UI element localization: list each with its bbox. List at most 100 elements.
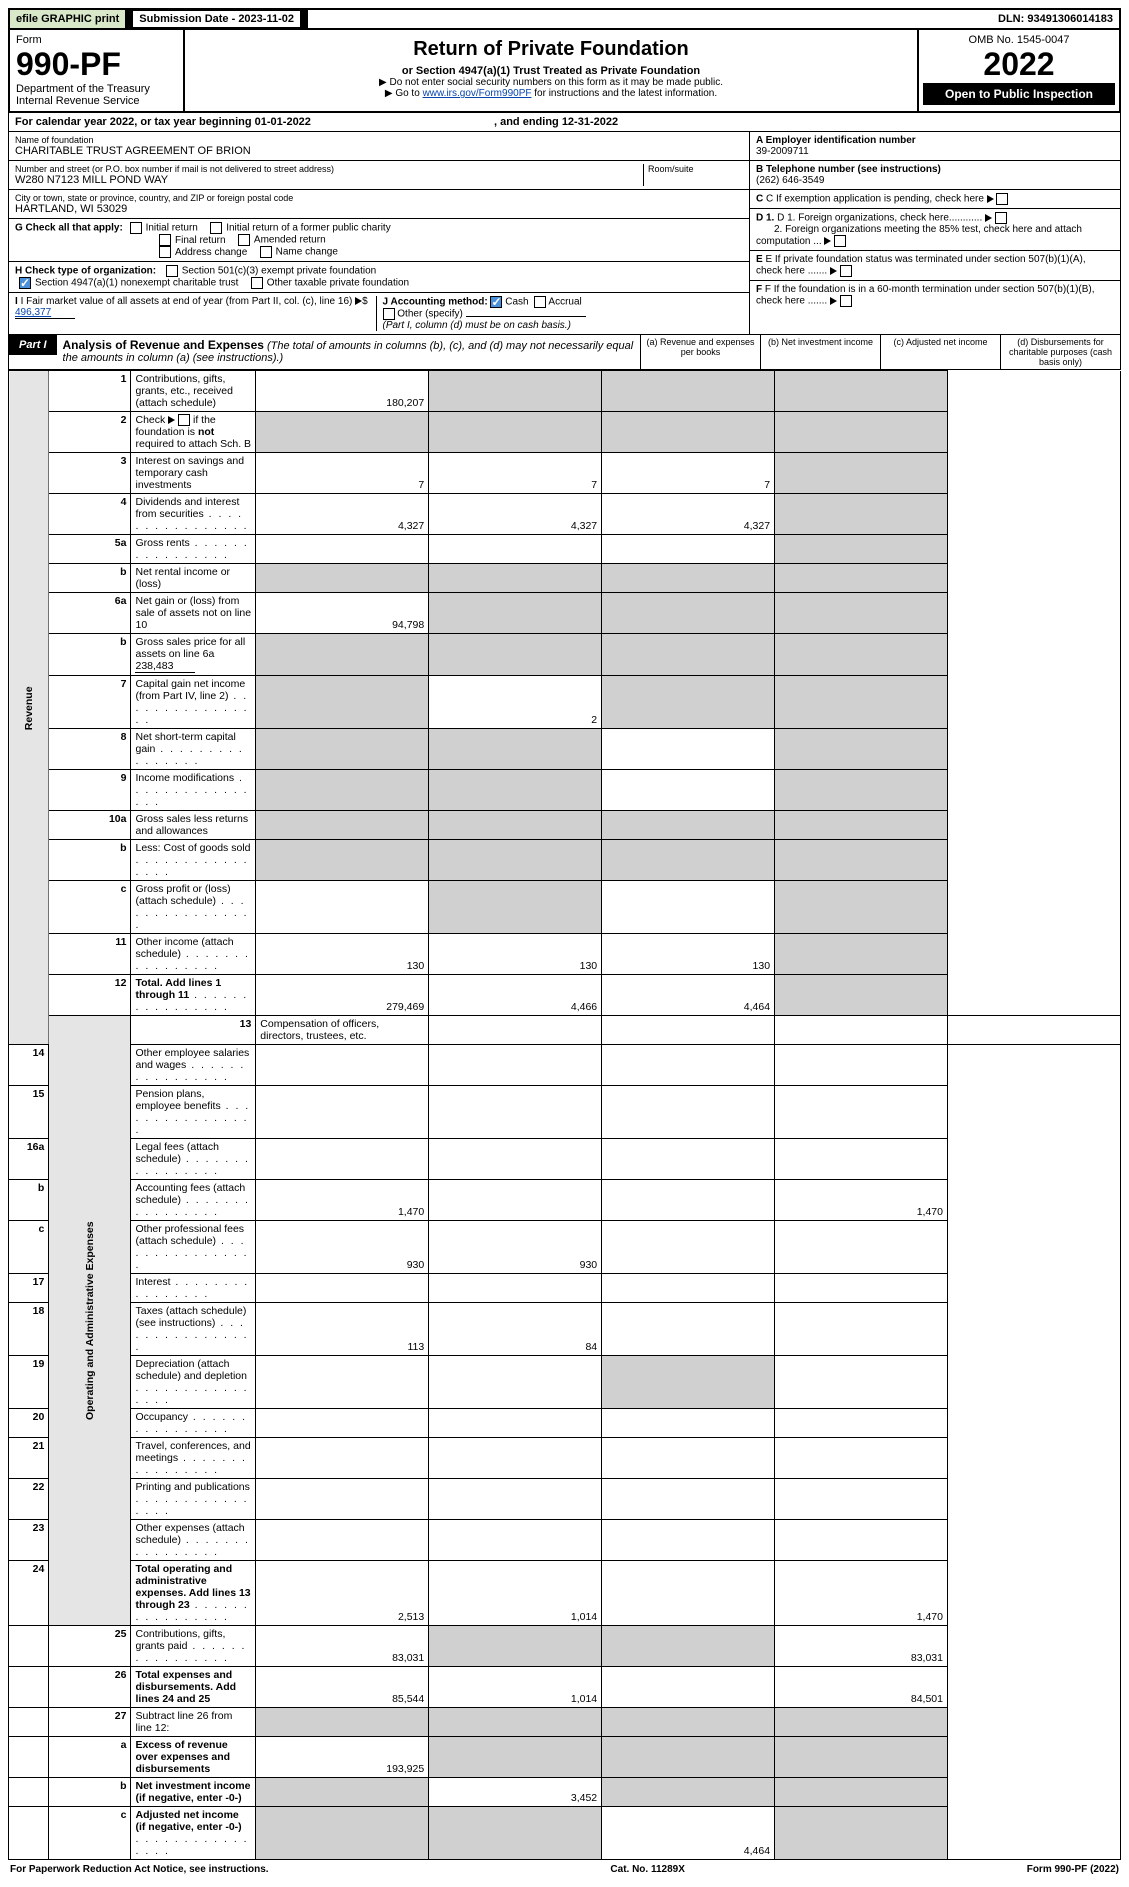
ein-label: A Employer identification number (756, 135, 916, 146)
table-row: aExcess of revenue over expenses and dis… (9, 1737, 1121, 1778)
table-row: 12Total. Add lines 1 through 11279,4694,… (9, 975, 1121, 1016)
table-row: 7Capital gain net income (from Part IV, … (9, 676, 1121, 729)
chk-accrual[interactable] (534, 296, 546, 308)
calendar-year-row: For calendar year 2022, or tax year begi… (8, 113, 1121, 132)
foundation-name-label: Name of foundation (15, 135, 743, 145)
section-j: J Accounting method: Cash Accrual Other … (376, 296, 744, 331)
chk-sch-b[interactable] (178, 414, 190, 426)
dln: DLN: 93491306014183 (992, 10, 1119, 28)
footer-paperwork: For Paperwork Reduction Act Notice, see … (10, 1864, 269, 1875)
ein: 39-2009711 (756, 146, 809, 157)
part1-tag: Part I (9, 335, 57, 355)
chk-85pct[interactable] (834, 235, 846, 247)
table-row: 20Occupancy (9, 1409, 1121, 1438)
expenses-side-label: Operating and Administrative Expenses (49, 1016, 131, 1626)
room-label: Room/suite (648, 164, 743, 174)
col-a-header: (a) Revenue and expenses per books (640, 335, 760, 369)
address-label: Number and street (or P.O. box number if… (15, 164, 643, 174)
part1-table: Revenue 1Contributions, gifts, grants, e… (8, 370, 1121, 1860)
table-row: 10aGross sales less returns and allowanc… (9, 811, 1121, 840)
table-row: bAccounting fees (attach schedule)1,4701… (9, 1180, 1121, 1221)
form-title: Return of Private Foundation (193, 38, 909, 61)
address: W280 N7123 MILL POND WAY (15, 174, 643, 186)
form-header: Form 990-PF Department of the Treasury I… (8, 30, 1121, 113)
fmv-value[interactable]: 496,377 (15, 307, 75, 319)
form-subtitle: or Section 4947(a)(1) Trust Treated as P… (193, 65, 909, 77)
table-row: Revenue 1Contributions, gifts, grants, e… (9, 371, 1121, 412)
footer-catno: Cat. No. 11289X (610, 1864, 684, 1875)
part1-title: Analysis of Revenue and Expenses (63, 338, 264, 352)
section-d: D 1. D 1. Foreign organizations, check h… (750, 209, 1120, 251)
table-row: 11Other income (attach schedule)13013013… (9, 934, 1121, 975)
table-row: 19Depreciation (attach schedule) and dep… (9, 1356, 1121, 1409)
phone-label: B Telephone number (see instructions) (756, 164, 941, 175)
col-d-header: (d) Disbursements for charitable purpose… (1000, 335, 1120, 369)
table-row: bLess: Cost of goods sold (9, 840, 1121, 881)
revenue-side-label: Revenue (9, 371, 49, 1045)
entity-info-block: Name of foundation CHARITABLE TRUST AGRE… (8, 132, 1121, 335)
table-row: cOther professional fees (attach schedul… (9, 1221, 1121, 1274)
tax-year: 2022 (923, 46, 1115, 83)
irs-label: Internal Revenue Service (16, 95, 177, 107)
chk-exemption-pending[interactable] (996, 193, 1008, 205)
table-row: 5aGross rents (9, 535, 1121, 564)
col-c-header: (c) Adjusted net income (880, 335, 1000, 369)
top-bar: efile GRAPHIC print Submission Date - 20… (8, 8, 1121, 30)
section-c: C C If exemption application is pending,… (750, 190, 1120, 209)
chk-amended[interactable] (238, 234, 250, 246)
section-h: H Check type of organization: Section 50… (9, 262, 749, 293)
table-row: 27Subtract line 26 from line 12: (9, 1708, 1121, 1737)
table-row: Operating and Administrative Expenses 13… (9, 1016, 1121, 1045)
submission-date-box: Submission Date - 2023-11-02 (127, 10, 308, 28)
table-row: cGross profit or (loss) (attach schedule… (9, 881, 1121, 934)
form-number: 990-PF (16, 46, 177, 83)
table-row: 18Taxes (attach schedule) (see instructi… (9, 1303, 1121, 1356)
instr-link-row: ▶ Go to www.irs.gov/Form990PF for instru… (193, 88, 909, 99)
chk-addr-change[interactable] (159, 246, 171, 258)
foundation-name: CHARITABLE TRUST AGREEMENT OF BRION (15, 145, 743, 157)
section-f: F F If the foundation is in a 60-month t… (750, 281, 1120, 310)
table-row: 23Other expenses (attach schedule) (9, 1520, 1121, 1561)
table-row: 26Total expenses and disbursements. Add … (9, 1667, 1121, 1708)
table-row: bNet rental income or (loss) (9, 564, 1121, 593)
chk-cash[interactable] (490, 296, 502, 308)
phone: (262) 646-3549 (756, 175, 824, 186)
table-row: 15Pension plans, employee benefits (9, 1086, 1121, 1139)
part1-header: Part I Analysis of Revenue and Expenses … (8, 335, 1121, 370)
chk-foreign-org[interactable] (995, 212, 1007, 224)
section-i: I I Fair market value of all assets at e… (15, 296, 376, 331)
section-e: E E If private foundation status was ter… (750, 251, 1120, 281)
chk-other-method[interactable] (383, 308, 395, 320)
table-row: 22Printing and publications (9, 1479, 1121, 1520)
section-g: G Check all that apply: Initial return I… (9, 219, 749, 262)
irs-link[interactable]: www.irs.gov/Form990PF (423, 88, 532, 99)
chk-4947a1[interactable] (19, 277, 31, 289)
city-state-zip: HARTLAND, WI 53029 (15, 203, 743, 215)
chk-507b1a[interactable] (840, 265, 852, 277)
chk-final-return[interactable] (159, 234, 171, 246)
table-row: 8Net short-term capital gain (9, 729, 1121, 770)
chk-501c3[interactable] (166, 265, 178, 277)
chk-507b1b[interactable] (840, 295, 852, 307)
efile-print-button[interactable]: efile GRAPHIC print (10, 10, 127, 28)
chk-initial-return[interactable] (130, 222, 142, 234)
table-row: 3Interest on savings and temporary cash … (9, 453, 1121, 494)
chk-initial-public[interactable] (210, 222, 222, 234)
table-row: cAdjusted net income (if negative, enter… (9, 1807, 1121, 1860)
table-row: 2Check if the foundation is not required… (9, 412, 1121, 453)
form-label: Form (16, 34, 177, 46)
page-footer: For Paperwork Reduction Act Notice, see … (8, 1860, 1121, 1879)
table-row: 24Total operating and administrative exp… (9, 1561, 1121, 1626)
table-row: 9Income modifications (9, 770, 1121, 811)
dept-treasury: Department of the Treasury (16, 83, 177, 95)
table-row: bGross sales price for all assets on lin… (9, 634, 1121, 676)
table-row: 14Other employee salaries and wages (9, 1045, 1121, 1086)
table-row: 6aNet gain or (loss) from sale of assets… (9, 593, 1121, 634)
chk-other-taxable[interactable] (251, 277, 263, 289)
table-row: 16aLegal fees (attach schedule) (9, 1139, 1121, 1180)
footer-formno: Form 990-PF (2022) (1027, 1864, 1119, 1875)
table-row: 25Contributions, gifts, grants paid83,03… (9, 1626, 1121, 1667)
table-row: 21Travel, conferences, and meetings (9, 1438, 1121, 1479)
chk-name-change[interactable] (260, 246, 272, 258)
instr-ssn: ▶ Do not enter social security numbers o… (193, 77, 909, 88)
